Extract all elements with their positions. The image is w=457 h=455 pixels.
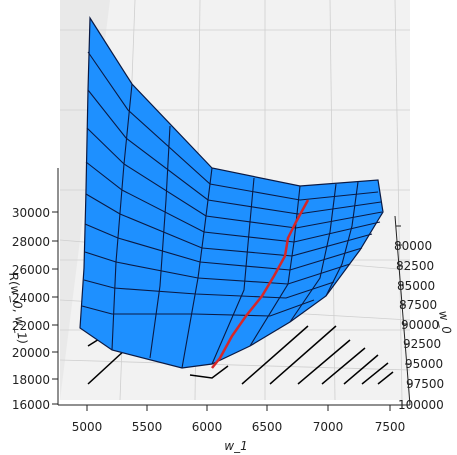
y-tick-97500: 97500 (406, 377, 444, 391)
y-tick-85000: 85000 (397, 279, 435, 293)
x-tick-7500: 7500 (375, 420, 406, 434)
y-axis-ticks (396, 225, 412, 385)
y-tick-100000: 100000 (398, 398, 444, 412)
z-tick-22000: 22000 (12, 319, 50, 333)
x-tick-labels: 5000 5500 6000 6500 7000 7500 (72, 420, 406, 434)
y-tick-87500: 87500 (399, 298, 437, 312)
x-tick-5500: 5500 (132, 420, 163, 434)
y-axis-label: w_0 (436, 310, 454, 336)
loss-surface (79, 16, 384, 369)
x-tick-5000: 5000 (72, 420, 103, 434)
y-tick-82500: 82500 (396, 259, 434, 273)
x-tick-6500: 6500 (252, 420, 283, 434)
x-tick-6000: 6000 (192, 420, 223, 434)
y-tick-labels: 80000 82500 85000 87500 90000 92500 9500… (394, 239, 444, 412)
axes (57, 168, 411, 406)
z-axis-label: R(w_0, w_1) (6, 272, 30, 345)
z-tick-20000: 20000 (12, 346, 50, 360)
z-tick-labels: 16000 18000 20000 22000 24000 26000 2800… (12, 206, 50, 412)
x-axis-label: w_1 (224, 439, 247, 453)
z-tick-18000: 18000 (12, 373, 50, 387)
y-tick-92500: 92500 (403, 337, 441, 351)
y-tick-80000: 80000 (394, 239, 432, 253)
y-tick-90000: 90000 (401, 318, 439, 332)
z-tick-24000: 24000 (12, 291, 50, 305)
floor-contours (87, 325, 394, 385)
z-tick-16000: 16000 (12, 398, 50, 412)
z-tick-30000: 30000 (12, 206, 50, 220)
z-tick-28000: 28000 (12, 235, 50, 249)
x-tick-7000: 7000 (313, 420, 344, 434)
z-axis-ticks (52, 211, 58, 405)
z-tick-26000: 26000 (12, 263, 50, 277)
gradient-descent-path (211, 199, 310, 369)
x-axis-ticks (86, 405, 391, 411)
y-tick-95000: 95000 (405, 357, 443, 371)
